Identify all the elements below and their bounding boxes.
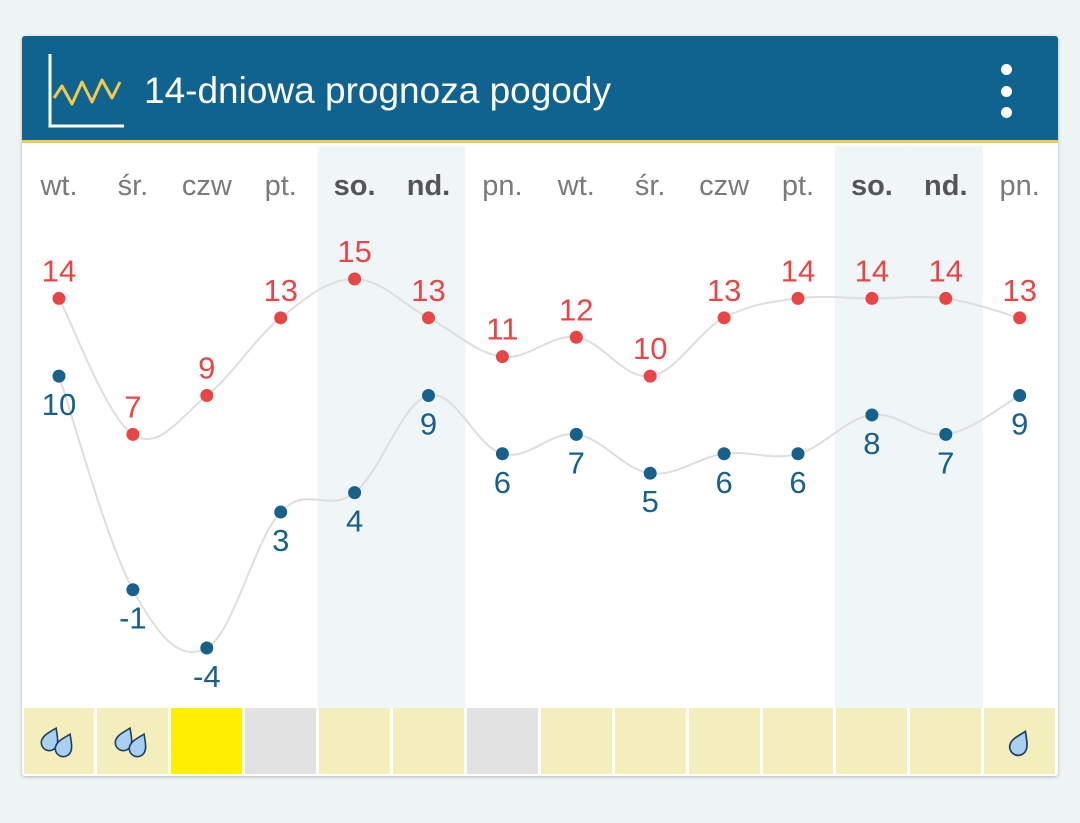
max-temp-label: 15 [337,234,371,269]
precipitation-cell [171,708,243,774]
min-temp-label: 6 [494,465,511,500]
temperature-chart: wt. śr. czw pt. so. nd. pn. wt. śr. czw pt. so. nd. p… [39,146,1040,708]
min-temp-point [643,466,657,480]
min-temp-label: 9 [1011,407,1028,442]
rain-drop-icon [1008,730,1028,757]
max-temp-point [643,369,657,383]
max-temp-label: 9 [198,351,215,386]
day-label: czw [182,170,233,202]
max-temp-label: 14 [42,253,76,288]
min-temp-label: 7 [568,445,585,480]
max-temp-label: 10 [633,331,667,366]
min-temp-point [422,389,435,403]
max-temp-point [422,311,435,325]
min-temp-label: 10 [42,387,76,422]
rain-drop-icon [114,726,147,758]
max-temp-label: 12 [559,292,593,327]
precipitation-cell [319,708,391,774]
forecast-card: 14-dniowa prognoza pogody wt. śr. czw pt. so… [22,36,1058,776]
min-temp-label: 8 [863,426,880,461]
precipitation-cell [23,708,95,774]
max-temp-label: 13 [1002,273,1036,308]
min-temp-point [348,486,362,500]
weekend-column [908,146,983,708]
precipitation-cell [688,708,760,774]
day-label: pt. [265,170,297,202]
max-temp-label: 7 [124,389,141,424]
more-vertical-icon [1000,64,1012,75]
max-temp-label: 13 [263,273,297,308]
card-header: 14-dniowa prognoza pogody [22,36,1058,143]
day-label: so. [334,170,376,202]
min-temp-point [200,641,214,655]
max-temp-label: 11 [486,312,518,347]
more-options-button[interactable] [986,58,1026,124]
min-temp-label: 6 [715,465,732,500]
max-temp-point [939,291,953,305]
precipitation-row [22,708,1058,774]
max-temp-label: 13 [411,273,445,308]
min-temp-point [791,447,805,461]
day-label: pn. [1000,170,1040,202]
min-temp-label: 9 [420,407,437,442]
max-temp-point [1013,311,1027,325]
min-temp-point [126,583,140,597]
day-label: śr. [118,170,149,202]
precipitation-cell [466,708,538,774]
precipitation-cell [97,708,169,774]
max-temp-label: 13 [707,273,741,308]
min-temp-label: 5 [642,484,659,519]
precipitation-cell [614,708,686,774]
min-temp-point [939,427,953,441]
day-label: nd. [407,170,451,202]
precipitation-cell [245,708,317,774]
max-temp-point [52,291,66,305]
day-label: śr. [635,170,666,202]
max-temp-point [569,330,583,344]
day-label: czw [699,170,750,202]
max-temp-point [348,272,362,286]
page-title: 14-dniowa prognoza pogody [144,70,611,111]
max-temp-point [865,291,879,305]
min-temp-label: -4 [193,659,221,694]
min-temp-point [52,369,66,383]
precipitation-cell [984,708,1056,774]
day-label: so. [851,170,893,202]
day-label: wt. [557,170,595,202]
weekend-column [391,146,466,708]
weekend-column [317,146,392,708]
min-temp-point [274,505,288,519]
min-temp-label: 7 [937,445,954,480]
min-temp-point [569,427,583,441]
max-temp-label: 14 [929,253,963,288]
min-temp-label: 6 [789,465,806,500]
precipitation-cell [762,708,834,774]
max-temp-point [495,350,509,364]
min-temp-point [865,408,879,422]
precipitation-cell [540,708,612,774]
max-temp-point [717,311,731,325]
min-temp-point [1013,389,1027,403]
day-label: wt. [39,170,77,202]
max-temp-point [126,427,140,441]
weekend-column [834,146,909,708]
min-temp-label: -1 [119,601,147,636]
max-temp-label: 14 [855,253,889,288]
min-temp-point [717,447,731,461]
max-temp-point [274,311,288,325]
line-chart-icon [48,54,124,128]
min-temp-label: 4 [346,504,363,539]
max-temp-label: 14 [781,253,815,288]
min-temp-label: 3 [272,523,289,558]
rain-drop-icon [40,726,73,758]
max-temp-point [791,291,805,305]
max-temp-point [200,389,214,403]
day-label: pn. [482,170,522,202]
day-label: pt. [782,170,814,202]
precipitation-cell [910,708,982,774]
day-label: nd. [924,170,968,202]
precipitation-cell [836,708,908,774]
min-temp-point [495,447,509,461]
precipitation-cell [393,708,464,774]
